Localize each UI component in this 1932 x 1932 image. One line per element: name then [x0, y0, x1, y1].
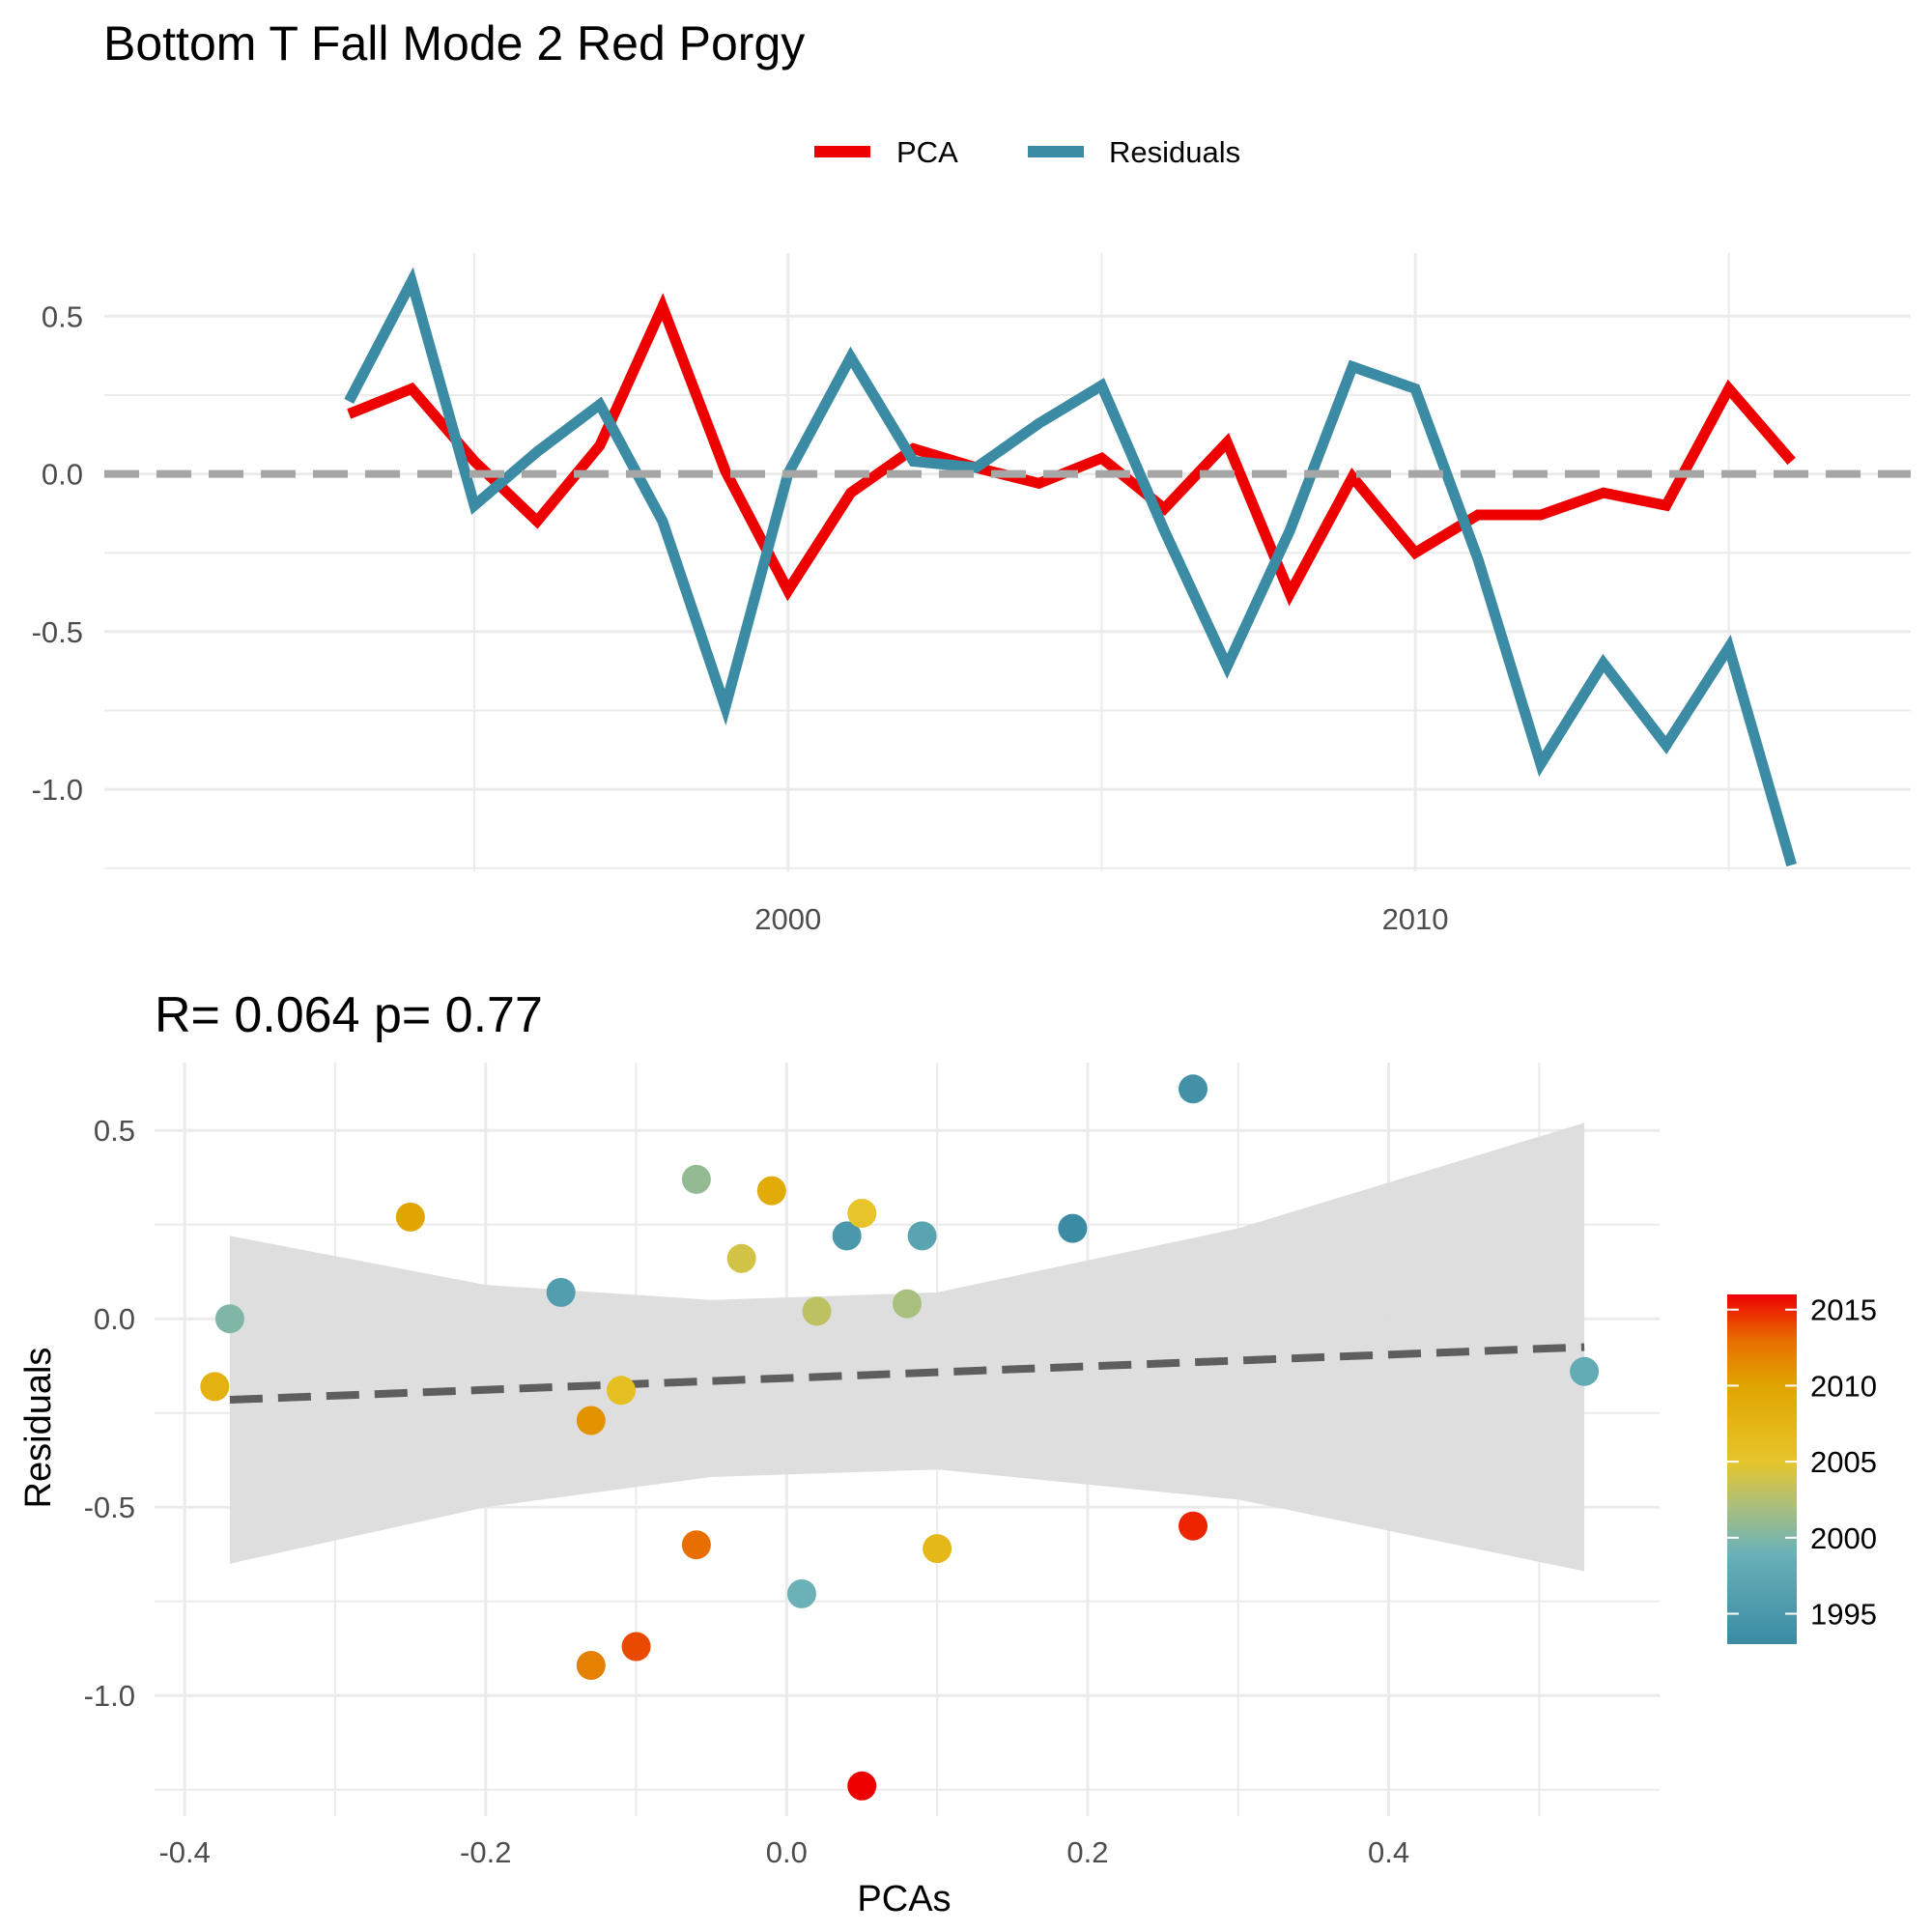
scatter-point: [395, 1202, 425, 1232]
scatter-point: [1058, 1213, 1088, 1243]
scatter-point: [726, 1243, 756, 1273]
scatter-point: [923, 1534, 952, 1564]
colorbar: 2015 2010 2005 2000 1995: [1727, 1293, 1877, 1644]
scatter-point: [847, 1199, 877, 1228]
y-tick-label: -1.0: [84, 1679, 135, 1713]
scatter-point: [200, 1372, 230, 1402]
scatter-point: [802, 1296, 832, 1326]
scatter-point: [576, 1406, 606, 1435]
time-series-panel: 0.5 0.0 -0.5 -1.0 2000 2010: [32, 253, 1911, 936]
y-tick-label: -0.5: [32, 615, 83, 649]
scatter-point: [786, 1578, 816, 1608]
scatter-point: [681, 1164, 711, 1194]
scatter-point: [214, 1304, 244, 1334]
colorbar-label: 1995: [1810, 1598, 1877, 1632]
y-axis-title: Residuals: [18, 1348, 59, 1509]
legend-label-pca: PCA: [896, 135, 958, 169]
colorbar-gradient: [1727, 1294, 1797, 1644]
scatter-point: [576, 1651, 606, 1680]
scatter-point: [1570, 1356, 1600, 1386]
scatter-point: [907, 1221, 937, 1251]
fit-line: [229, 1343, 1585, 1405]
scatter-point: [1179, 1074, 1208, 1104]
scatter-subtitle: R= 0.064 p= 0.77: [155, 987, 543, 1043]
x-tick-label: 0.4: [1368, 1835, 1409, 1869]
scatter-point: [681, 1530, 711, 1560]
series-line-pca: [347, 293, 1796, 607]
y-tick-label: 0.0: [42, 458, 83, 492]
x-tick-label: 0.0: [766, 1835, 808, 1869]
colorbar-label: 2005: [1810, 1445, 1877, 1479]
scatter-point: [621, 1632, 651, 1662]
y-tick-label: 0.5: [42, 299, 83, 333]
colorbar-label: 2010: [1810, 1369, 1877, 1403]
scatter-point: [756, 1176, 786, 1206]
legend: PCA Residuals: [814, 135, 1240, 169]
x-tick-label: 2000: [754, 902, 821, 936]
scatter-point: [546, 1277, 576, 1307]
x-tick-label: -0.4: [158, 1835, 210, 1869]
x-tick-label: 0.2: [1066, 1835, 1108, 1869]
y-tick-label: -0.5: [84, 1491, 135, 1524]
y-tick-label: 0.0: [94, 1302, 135, 1336]
scatter-point: [606, 1376, 636, 1406]
x-axis-title: PCAs: [857, 1879, 951, 1919]
chart-title: Bottom T Fall Mode 2 Red Porgy: [103, 16, 805, 71]
colorbar-label: 2015: [1810, 1293, 1877, 1327]
colorbar-label: 2000: [1810, 1521, 1877, 1555]
x-tick-label: 2010: [1382, 902, 1449, 936]
x-tick-label: -0.2: [460, 1835, 511, 1869]
scatter-point: [847, 1771, 877, 1801]
scatter-panel: 0.5 0.0 -0.5 -1.0 -0.4 -0.2 0.0 0.2 0.4: [84, 1063, 1660, 1869]
y-tick-label: -1.0: [32, 773, 83, 807]
series-line-residuals: [344, 267, 1797, 867]
y-tick-label: 0.5: [94, 1114, 135, 1148]
scatter-point: [832, 1221, 862, 1251]
scatter-point: [893, 1289, 922, 1319]
scatter-point: [1179, 1511, 1208, 1541]
confidence-band: [229, 1122, 1585, 1572]
legend-label-residuals: Residuals: [1109, 135, 1240, 169]
